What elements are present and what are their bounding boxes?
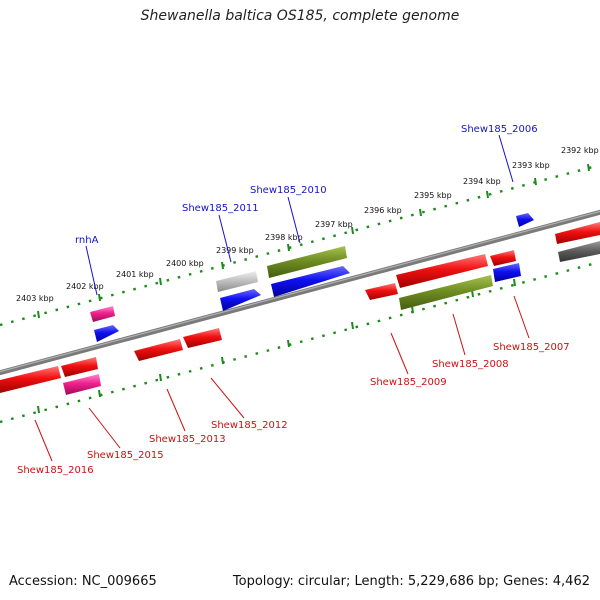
kbp-label: 2392 kbp	[561, 146, 599, 155]
gene-shew185-2008[interactable]	[399, 275, 493, 310]
gene-shew185-2007b[interactable]	[493, 263, 521, 282]
gene-shew185-2015[interactable]	[63, 374, 101, 395]
gene-shew185-2016[interactable]	[0, 366, 61, 393]
gene-shew185-2011-gray[interactable]	[216, 271, 258, 292]
reverse-features	[0, 222, 600, 395]
gene-label[interactable]: Shew185_2012	[211, 420, 288, 431]
gene-label[interactable]: Shew185_2008	[432, 359, 509, 370]
reverse-gene-labels	[34, 295, 530, 462]
gene-shew185-2010[interactable]	[267, 246, 347, 278]
kbp-label: 2395 kbp	[414, 191, 452, 200]
gene-label[interactable]: Shew185_2009	[370, 377, 447, 388]
gene-label[interactable]: Shew185_2006	[461, 124, 538, 135]
gene-forward-blue-2[interactable]	[271, 266, 350, 297]
gene-right-dark[interactable]	[558, 241, 600, 262]
gene-label[interactable]: Shew185_2011	[182, 203, 259, 214]
gene-label[interactable]: Shew185_2015	[87, 450, 164, 461]
kbp-label: 2402 kbp	[66, 282, 104, 291]
gene-label[interactable]: Shew185_2007	[493, 342, 570, 353]
forward-features	[90, 213, 534, 342]
gene-shew185-2011[interactable]	[220, 289, 261, 311]
gene-label[interactable]: Shew185_2013	[149, 434, 226, 445]
map-title: Shewanella baltica OS185, complete genom…	[140, 8, 460, 24]
gene-label[interactable]: Shew185_2010	[250, 185, 327, 196]
kbp-label: 2393 kbp	[512, 161, 550, 170]
genome-summary-text: Topology: circular; Length: 5,229,686 bp…	[232, 574, 590, 589]
gene-shew185-2009[interactable]	[365, 283, 398, 300]
kbp-label: 2394 kbp	[463, 177, 501, 186]
outer-major-ticks	[37, 163, 590, 319]
accession-text: Accession: NC_009665	[9, 574, 157, 589]
gene-shew185-2009b[interactable]	[396, 254, 488, 288]
gene-shew185-2013[interactable]	[134, 339, 183, 361]
gene-shew185-2016b[interactable]	[61, 357, 98, 377]
kbp-label: 2400 kbp	[166, 259, 204, 268]
gene-label[interactable]: Shew185_2016	[17, 465, 94, 476]
gene-shew185-2006[interactable]	[516, 213, 534, 227]
kbp-label: 2398 kbp	[265, 233, 303, 242]
kbp-labels: 2403 kbp 2402 kbp 2401 kbp 2400 kbp 2399…	[16, 146, 599, 303]
kbp-label: 2396 kbp	[364, 206, 402, 215]
genome-backbone	[0, 209, 600, 376]
kbp-label: 2401 kbp	[116, 270, 154, 279]
inner-major-ticks	[37, 278, 516, 414]
gene-right-red[interactable]	[555, 222, 600, 244]
gene-rnhA[interactable]	[90, 306, 115, 322]
gene-label[interactable]: rnhA	[75, 235, 99, 246]
gene-shew185-2007[interactable]	[490, 250, 516, 266]
gene-forward-blue-1[interactable]	[94, 325, 119, 342]
forward-gene-labels	[85, 134, 514, 296]
kbp-label: 2397 kbp	[315, 220, 353, 229]
kbp-label: 2403 kbp	[16, 294, 54, 303]
kbp-label: 2399 kbp	[216, 246, 254, 255]
gene-shew185-2012[interactable]	[183, 328, 222, 348]
genome-backbone-highlight	[0, 210, 600, 373]
